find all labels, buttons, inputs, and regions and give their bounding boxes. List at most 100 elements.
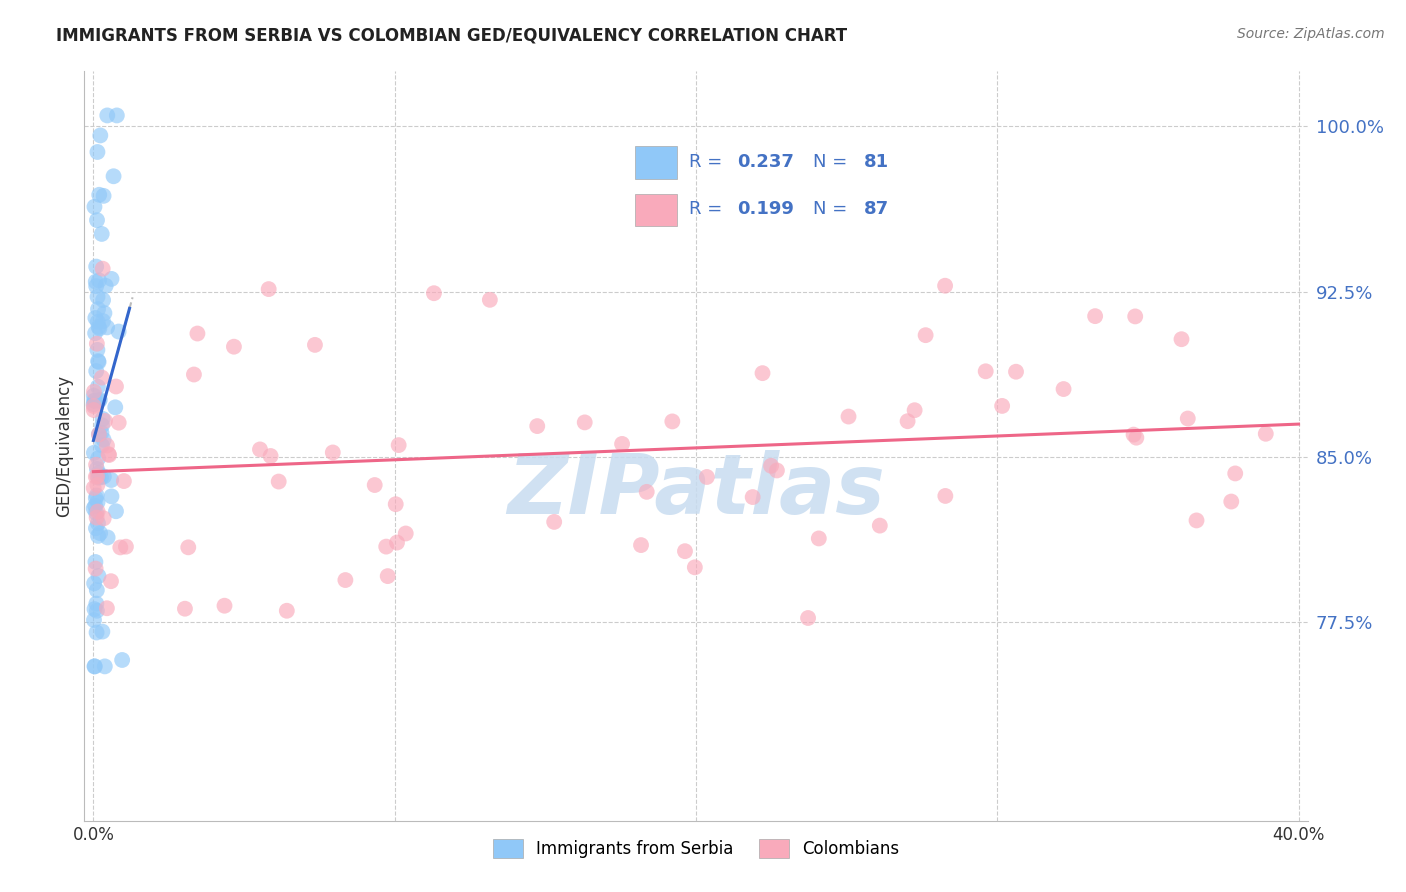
Point xyxy=(766,463,789,477)
Point xyxy=(87,302,110,317)
Text: IMMIGRANTS FROM SERBIA VS COLOMBIAN GED/EQUIVALENCY CORRELATION CHART: IMMIGRANTS FROM SERBIA VS COLOMBIAN GED/… xyxy=(56,27,848,45)
Point xyxy=(97,531,120,545)
Point xyxy=(87,516,110,531)
Point xyxy=(104,379,127,393)
Point xyxy=(83,393,105,408)
Point xyxy=(86,462,108,476)
Point xyxy=(86,145,108,159)
Point xyxy=(100,574,122,589)
Point xyxy=(91,261,114,276)
Point xyxy=(83,613,105,627)
Point xyxy=(1005,365,1028,379)
Point xyxy=(696,470,718,484)
Text: Source: ZipAtlas.com: Source: ZipAtlas.com xyxy=(1237,27,1385,41)
Point xyxy=(83,501,105,516)
Point xyxy=(914,328,936,343)
Point xyxy=(934,489,956,503)
Point xyxy=(574,416,596,430)
Point xyxy=(1052,382,1074,396)
Point xyxy=(526,419,548,434)
Point xyxy=(249,442,271,457)
Point xyxy=(104,504,127,518)
Point xyxy=(83,659,105,673)
Point xyxy=(259,449,281,463)
Point xyxy=(384,497,406,511)
Point xyxy=(103,169,125,184)
Point xyxy=(87,319,110,334)
Point xyxy=(214,599,236,613)
Point xyxy=(86,290,108,304)
Point xyxy=(89,128,111,143)
Point xyxy=(90,470,112,484)
Point xyxy=(86,604,108,618)
Point xyxy=(1254,426,1277,441)
Point xyxy=(86,343,108,357)
Legend: Immigrants from Serbia, Colombians: Immigrants from Serbia, Colombians xyxy=(486,832,905,864)
Point xyxy=(87,355,110,369)
Point xyxy=(807,532,830,546)
Point xyxy=(111,653,134,667)
Text: ZIPatlas: ZIPatlas xyxy=(508,450,884,532)
Point xyxy=(91,412,114,426)
Point xyxy=(86,469,108,483)
Point xyxy=(83,481,105,495)
Point xyxy=(96,601,118,615)
Point xyxy=(84,491,107,506)
Point xyxy=(87,471,110,485)
Point xyxy=(89,392,111,407)
Point xyxy=(869,518,891,533)
Point xyxy=(385,535,408,549)
Point xyxy=(797,611,820,625)
Point xyxy=(661,414,683,428)
Point xyxy=(83,200,105,214)
Point xyxy=(974,364,997,378)
Point xyxy=(86,489,108,503)
Point xyxy=(84,458,107,472)
Point xyxy=(83,659,105,673)
Point xyxy=(87,380,110,394)
Point xyxy=(84,555,107,569)
Point xyxy=(174,601,197,615)
Point xyxy=(86,495,108,509)
Point xyxy=(91,624,114,639)
Point xyxy=(183,368,205,382)
Point xyxy=(93,189,115,203)
Point xyxy=(364,478,387,492)
Point xyxy=(86,478,108,492)
Point xyxy=(84,561,107,575)
Point xyxy=(759,458,782,473)
Point xyxy=(267,475,290,489)
Point xyxy=(87,451,110,466)
Point xyxy=(1084,309,1107,323)
Point xyxy=(1177,411,1199,425)
Point xyxy=(83,403,105,417)
Point xyxy=(100,473,122,487)
Point xyxy=(84,279,107,293)
Point xyxy=(1125,431,1147,445)
Point xyxy=(377,569,399,583)
Point xyxy=(87,529,110,543)
Point xyxy=(630,538,652,552)
Point xyxy=(322,445,344,459)
Point xyxy=(96,320,118,334)
Point xyxy=(94,414,117,428)
Point xyxy=(87,569,110,583)
Point xyxy=(87,393,110,408)
Point xyxy=(86,625,108,640)
Point xyxy=(673,544,696,558)
Point xyxy=(1220,494,1243,508)
Point xyxy=(837,409,859,424)
Point xyxy=(83,446,105,460)
Point xyxy=(87,273,110,287)
Point xyxy=(751,366,773,380)
Point xyxy=(94,278,117,293)
Point xyxy=(423,286,446,301)
Point xyxy=(100,489,122,503)
Point xyxy=(87,427,110,442)
Point xyxy=(83,602,105,616)
Point xyxy=(84,260,107,274)
Point xyxy=(90,425,112,440)
Point xyxy=(89,526,111,541)
Point xyxy=(1122,427,1144,442)
Point xyxy=(84,506,107,520)
